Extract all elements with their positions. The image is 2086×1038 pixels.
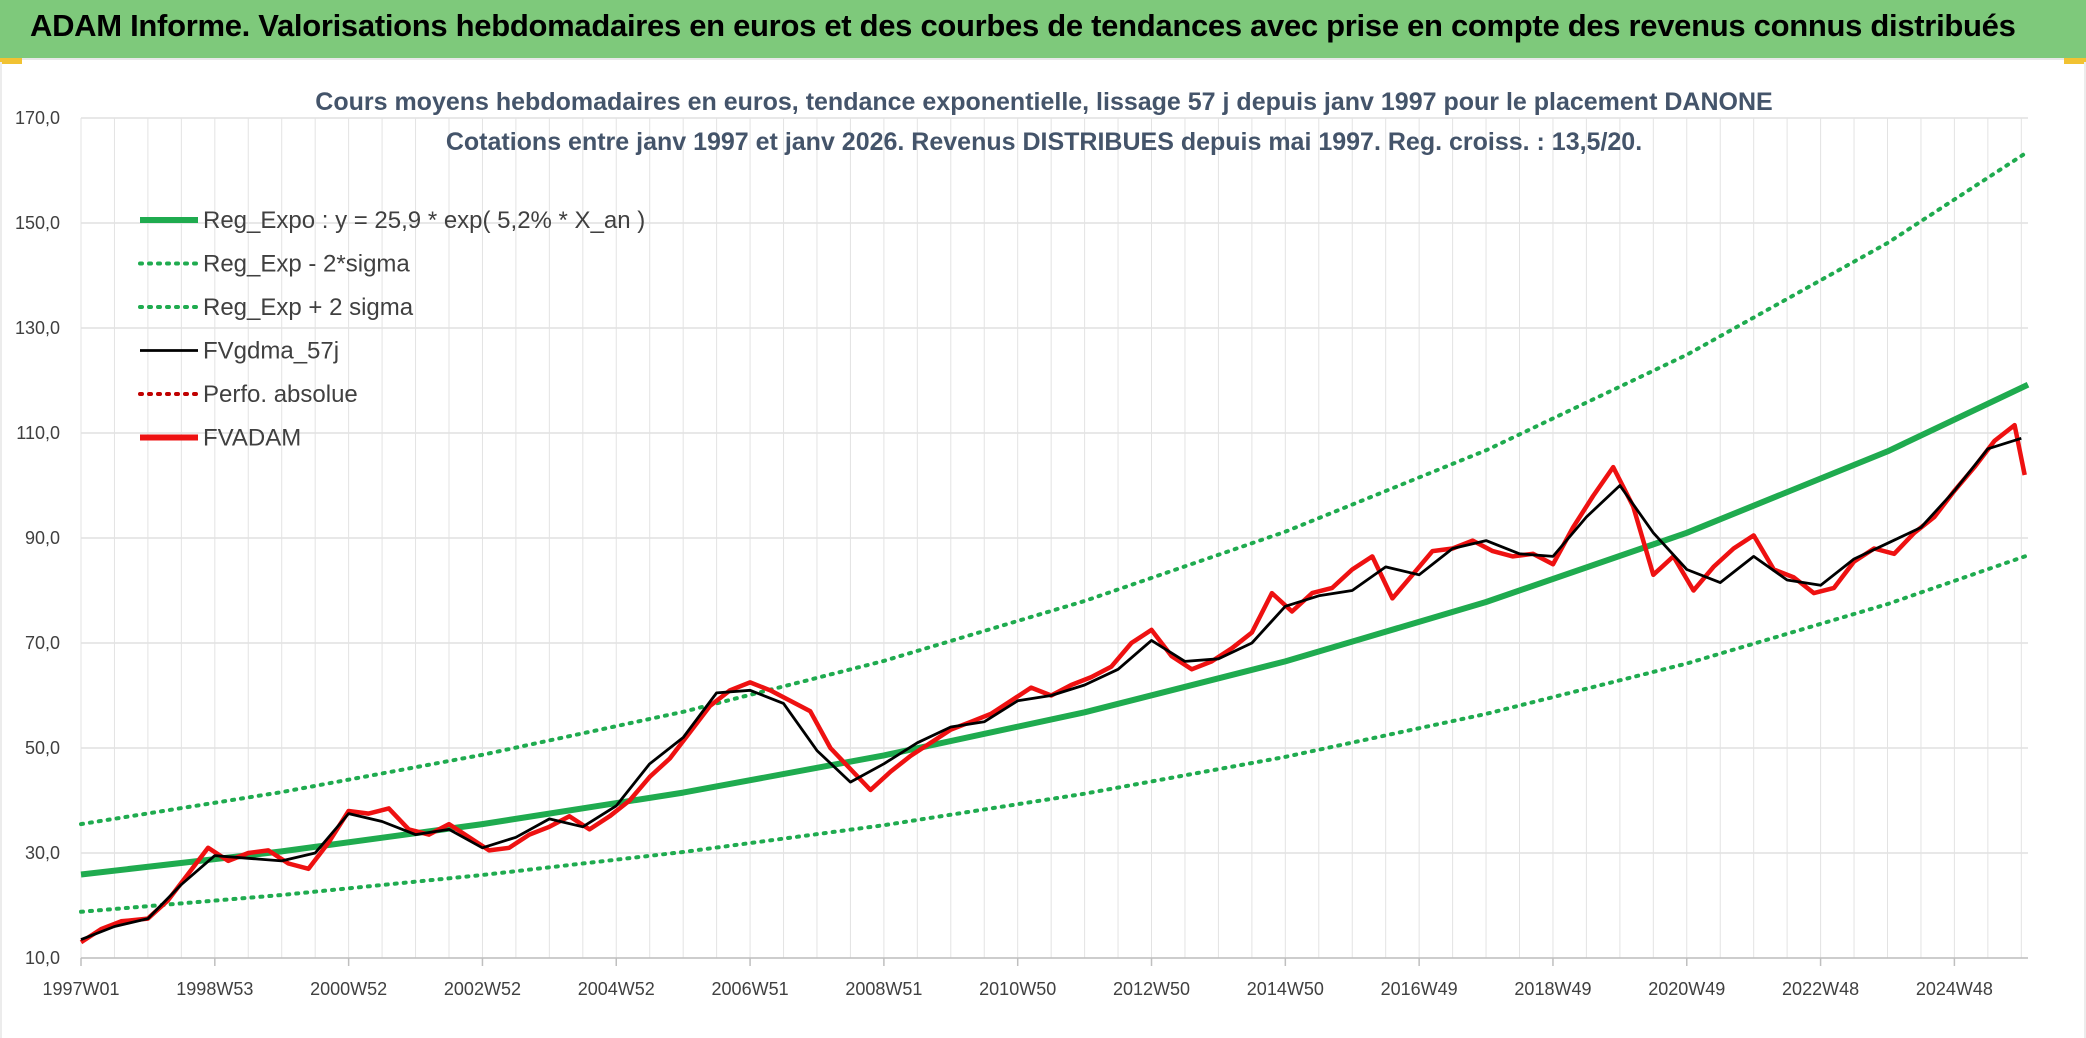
banner-corner-left [0,58,22,64]
series-line [80,381,2030,878]
y-tick-label: 130,0 [15,318,60,338]
x-tick-label: 2002W52 [444,979,521,999]
y-tick-label: 110,0 [16,423,60,443]
series-line [79,149,2030,827]
x-tick-label: 2000W52 [310,979,387,999]
x-tick-label: 2022W48 [1782,979,1859,999]
legend-label: Reg_Exp + 2 sigma [203,294,414,321]
legend-label: FVgdma_57j [203,338,339,365]
x-tick-label: 2020W49 [1648,979,1725,999]
series-line [79,422,2027,945]
banner: ADAM Informe. Valorisations hebdomadaire… [0,0,2086,64]
x-tick-label: 1997W01 [42,979,119,999]
x-tick-label: 2004W52 [578,979,655,999]
y-tick-label: 10,0 [25,948,60,968]
chart-title: Cours moyens hebdomadaires en euros, ten… [315,88,1772,116]
chart: 170,0 150,0 130,0 110,0 90,0 70,0 50,0 30,0 10,0… [15,88,2030,999]
x-tick-label: 2016W49 [1381,979,1458,999]
x-tick-label: 2014W50 [1247,979,1324,999]
series-line [79,553,2030,914]
legend: Reg_Expo : y = 25,9 * exp( 5,2% * X_an )… [138,207,645,452]
grid [80,117,2028,959]
series-layer [79,149,2030,945]
y-tick-label: 170,0 [15,108,60,128]
y-axis: 170,0 150,0 130,0 110,0 90,0 70,0 50,0 30,0 10,0 [15,108,60,968]
x-tick-label: 2024W48 [1916,979,1993,999]
y-tick-label: 90,0 [25,528,60,548]
banner-corner-right [2064,58,2086,64]
legend-label: Reg_Expo : y = 25,9 * exp( 5,2% * X_an ) [203,207,645,234]
legend-label: Perfo. absolue [203,381,358,408]
y-tick-label: 50,0 [25,738,60,758]
legend-label: FVADAM [203,425,301,452]
y-tick-label: 70,0 [25,633,60,653]
y-tick-label: 30,0 [25,843,60,863]
x-tick-label: 2010W50 [979,979,1056,999]
series-line [80,436,2022,941]
x-axis: 1997W01 1998W53 2000W52 2002W52 2004W52 2006W… [42,957,2028,999]
x-tick-label: 2006W51 [712,979,789,999]
x-tick-label: 2018W49 [1514,979,1591,999]
chart-frame: 170,0 150,0 130,0 110,0 90,0 70,0 50,0 30,0 10,0… [0,62,2086,1038]
x-tick-label: 1998W53 [176,979,253,999]
y-tick-label: 150,0 [15,213,60,233]
x-tick-label: 2012W50 [1113,979,1190,999]
legend-label: Reg_Exp - 2*sigma [203,251,410,278]
x-tick-label: 2008W51 [845,979,922,999]
banner-title: ADAM Informe. Valorisations hebdomadaire… [30,8,2016,43]
chart-subtitle: Cotations entre janv 1997 et janv 2026. … [446,128,1642,156]
